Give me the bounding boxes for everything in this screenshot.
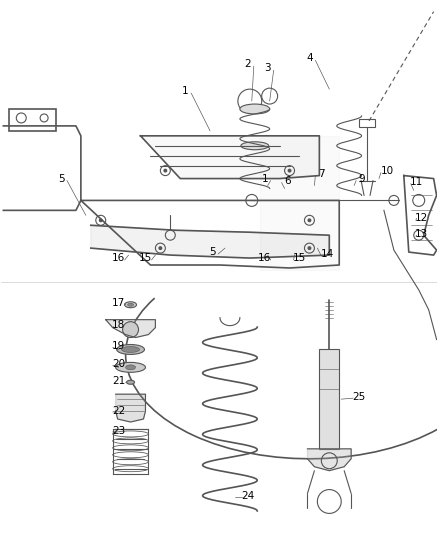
Text: 3: 3 bbox=[265, 63, 271, 73]
Text: 25: 25 bbox=[353, 392, 366, 402]
Ellipse shape bbox=[240, 104, 270, 114]
Ellipse shape bbox=[122, 346, 140, 352]
Ellipse shape bbox=[124, 302, 137, 308]
Circle shape bbox=[123, 321, 138, 337]
Ellipse shape bbox=[127, 380, 134, 384]
Text: 2: 2 bbox=[244, 59, 251, 69]
Circle shape bbox=[163, 168, 167, 173]
Text: 1: 1 bbox=[182, 86, 188, 96]
Text: 13: 13 bbox=[415, 229, 428, 239]
Bar bbox=[359, 119, 375, 127]
Text: 9: 9 bbox=[359, 174, 365, 183]
Text: 4: 4 bbox=[306, 53, 313, 63]
Text: 23: 23 bbox=[112, 426, 125, 436]
Text: 22: 22 bbox=[112, 406, 125, 416]
Circle shape bbox=[159, 246, 162, 250]
Polygon shape bbox=[116, 394, 145, 422]
Text: 5: 5 bbox=[209, 247, 215, 257]
Text: 15: 15 bbox=[293, 253, 306, 263]
Ellipse shape bbox=[116, 362, 145, 373]
Text: 20: 20 bbox=[112, 359, 125, 369]
Text: 19: 19 bbox=[112, 342, 125, 351]
Text: 24: 24 bbox=[241, 490, 254, 500]
Ellipse shape bbox=[241, 142, 268, 150]
Bar bbox=[319, 350, 339, 449]
Text: 12: 12 bbox=[415, 213, 428, 223]
Polygon shape bbox=[106, 320, 155, 337]
Text: 21: 21 bbox=[112, 376, 125, 386]
Text: 11: 11 bbox=[410, 176, 424, 187]
Polygon shape bbox=[307, 449, 351, 471]
Text: 5: 5 bbox=[58, 174, 64, 183]
Polygon shape bbox=[141, 136, 319, 179]
Text: 7: 7 bbox=[318, 168, 325, 179]
Circle shape bbox=[288, 168, 292, 173]
Ellipse shape bbox=[127, 303, 134, 306]
Circle shape bbox=[307, 246, 311, 250]
Text: 16: 16 bbox=[112, 253, 125, 263]
Ellipse shape bbox=[126, 365, 135, 370]
Text: 14: 14 bbox=[321, 249, 334, 259]
Text: 6: 6 bbox=[284, 175, 291, 185]
Text: 16: 16 bbox=[258, 253, 271, 263]
Text: 17: 17 bbox=[112, 298, 125, 308]
Text: 18: 18 bbox=[112, 320, 125, 329]
Circle shape bbox=[307, 219, 311, 222]
Polygon shape bbox=[260, 136, 339, 270]
Polygon shape bbox=[91, 225, 329, 258]
Text: 1: 1 bbox=[261, 174, 268, 183]
Circle shape bbox=[99, 219, 103, 222]
Text: 15: 15 bbox=[139, 253, 152, 263]
Ellipse shape bbox=[117, 344, 145, 354]
Text: 10: 10 bbox=[380, 166, 393, 175]
